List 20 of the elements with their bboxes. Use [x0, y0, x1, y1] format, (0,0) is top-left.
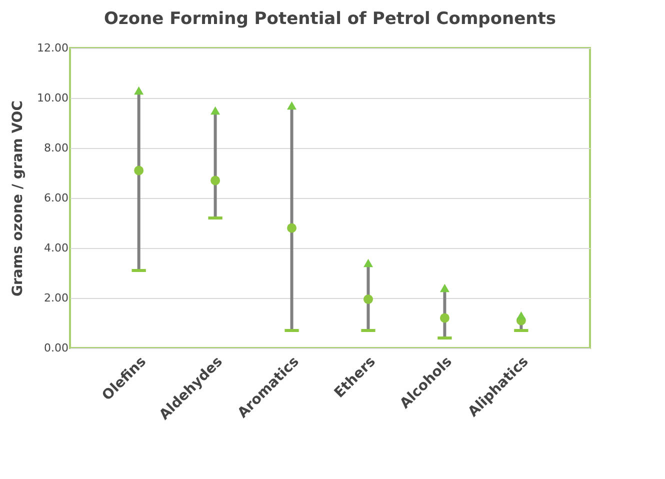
chart-title: Ozone Forming Potential of Petrol Components	[104, 9, 556, 29]
y-tick-label: 0.00	[44, 342, 68, 354]
point	[287, 101, 297, 110]
point	[134, 166, 144, 176]
point	[516, 311, 526, 320]
point	[210, 176, 220, 186]
point	[440, 313, 450, 323]
y-tick-label: 10.00	[37, 92, 68, 104]
point	[440, 284, 450, 292]
y-tick-label: 6.00	[44, 192, 68, 204]
point	[210, 106, 220, 115]
y-tick-label: 4.00	[44, 242, 68, 254]
point	[134, 86, 144, 95]
y-tick-label: 12.00	[37, 42, 68, 54]
y-tick-label: 8.00	[44, 142, 68, 154]
point	[363, 258, 373, 268]
y-tick-label: 2.00	[44, 292, 68, 304]
point	[363, 294, 373, 304]
point	[287, 223, 297, 233]
y-axis-title: Grams ozone / gram VOC	[10, 100, 26, 296]
